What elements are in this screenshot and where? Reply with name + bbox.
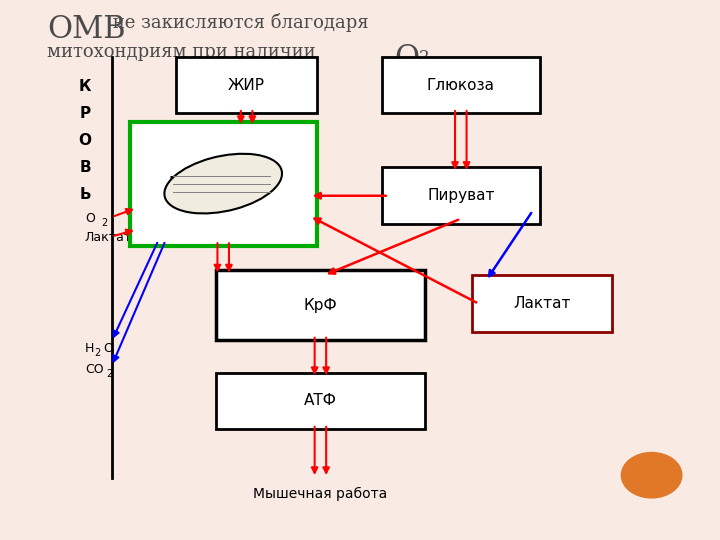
Text: Митохондрия: Митохондрия: [168, 176, 278, 191]
Text: CO: CO: [85, 363, 104, 376]
Text: 2: 2: [94, 348, 101, 357]
FancyBboxPatch shape: [216, 373, 425, 429]
Text: митохондриям при наличии: митохондриям при наличии: [47, 43, 321, 61]
Text: КрФ: КрФ: [304, 298, 337, 313]
Text: H: H: [85, 342, 94, 355]
Text: ОМВ: ОМВ: [47, 14, 125, 44]
Text: Ь: Ь: [79, 187, 91, 202]
Text: ЖИР: ЖИР: [228, 78, 265, 92]
Text: O: O: [104, 342, 114, 355]
FancyBboxPatch shape: [472, 275, 612, 332]
Text: 2: 2: [106, 369, 112, 379]
Text: не закисляются благодаря: не закисляются благодаря: [107, 14, 368, 32]
Text: Глюкоза: Глюкоза: [427, 78, 495, 92]
Text: 2: 2: [101, 218, 107, 228]
FancyBboxPatch shape: [176, 57, 317, 113]
Text: 2: 2: [419, 49, 430, 65]
FancyBboxPatch shape: [382, 57, 540, 113]
Text: К: К: [78, 79, 91, 94]
Text: O: O: [85, 212, 95, 225]
Text: Мышечная работа: Мышечная работа: [253, 487, 387, 501]
FancyBboxPatch shape: [216, 270, 425, 340]
Text: АТФ: АТФ: [304, 394, 337, 408]
Circle shape: [621, 453, 682, 498]
Text: Пируват: Пируват: [427, 188, 495, 203]
Ellipse shape: [164, 154, 282, 213]
Text: Лактат: Лактат: [85, 231, 132, 244]
FancyBboxPatch shape: [382, 167, 540, 224]
Text: Р: Р: [79, 106, 91, 121]
Text: О: О: [78, 133, 91, 148]
Text: О: О: [395, 43, 420, 74]
Text: Лактат: Лактат: [513, 296, 570, 311]
FancyBboxPatch shape: [130, 122, 317, 246]
Text: В: В: [79, 160, 91, 175]
